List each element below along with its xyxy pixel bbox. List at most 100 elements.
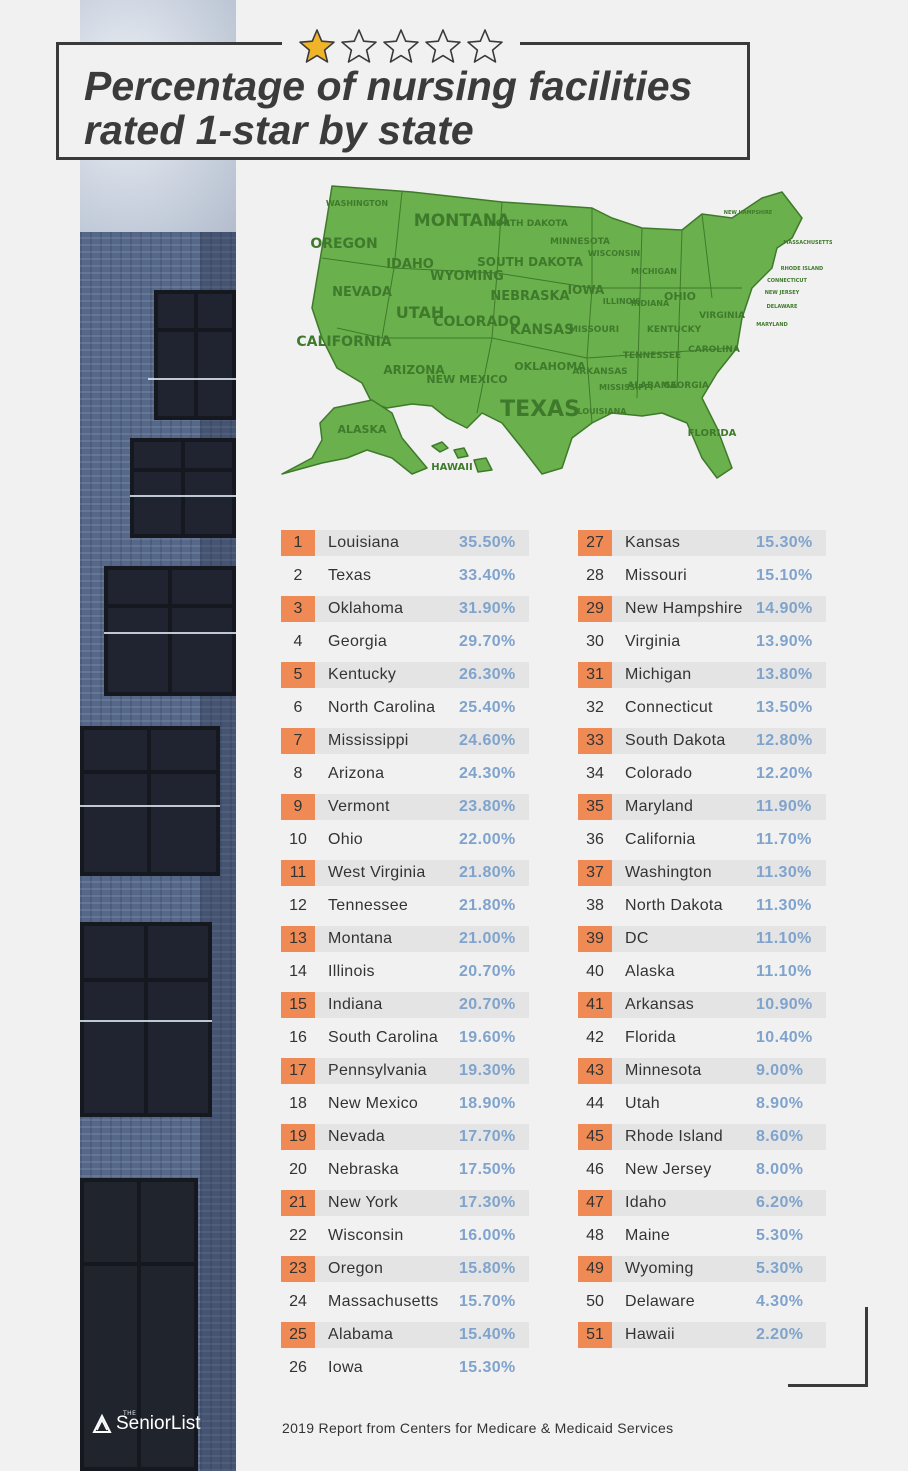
percentage-cell: 35.50% bbox=[459, 534, 516, 551]
map-state-label: INDIANA bbox=[631, 299, 670, 308]
state-cell: Mississippi bbox=[328, 732, 409, 749]
star-rating bbox=[282, 26, 520, 66]
percentage-cell: 5.30% bbox=[756, 1260, 804, 1277]
rank-cell: 30 bbox=[586, 633, 604, 650]
rank-cell: 48 bbox=[586, 1227, 604, 1244]
state-cell: Minnesota bbox=[625, 1062, 702, 1079]
star-filled-icon bbox=[297, 27, 337, 65]
rank-cell: 24 bbox=[289, 1293, 307, 1310]
state-cell: Oklahoma bbox=[328, 600, 404, 617]
percentage-cell: 31.90% bbox=[459, 600, 516, 617]
percentage-cell: 15.40% bbox=[459, 1326, 516, 1343]
rank-cell: 5 bbox=[281, 662, 315, 688]
state-cell: Texas bbox=[328, 567, 372, 584]
table-row: 40 Alaska 11.10% bbox=[578, 959, 826, 985]
title-line-1: Percentage of nursing facilities bbox=[84, 63, 693, 109]
table-row: 43 Minnesota 9.00% bbox=[578, 1058, 826, 1084]
rank-cell: 49 bbox=[578, 1256, 612, 1282]
hawaii-shape bbox=[431, 441, 493, 473]
map-state-label: SOUTH DAKOTA bbox=[477, 255, 583, 269]
title-line-2: rated 1-star by state bbox=[84, 107, 474, 153]
percentage-cell: 13.50% bbox=[756, 699, 813, 716]
percentage-cell: 11.90% bbox=[756, 798, 812, 815]
map-state-label: NEW JERSEY bbox=[765, 290, 800, 296]
table-row: 45 Rhode Island 8.60% bbox=[578, 1124, 826, 1150]
rank-cell: 45 bbox=[578, 1124, 612, 1150]
percentage-cell: 8.00% bbox=[756, 1161, 804, 1178]
state-borders bbox=[321, 191, 742, 424]
rank-cell: 23 bbox=[281, 1256, 315, 1282]
state-cell: Montana bbox=[328, 930, 393, 947]
percentage-cell: 22.00% bbox=[459, 831, 516, 848]
table-row: 20 Nebraska 17.50% bbox=[281, 1157, 529, 1183]
map-state-label: ILLINOIS bbox=[603, 297, 642, 306]
rank-cell: 42 bbox=[586, 1029, 604, 1046]
table-row: 33 South Dakota 12.80% bbox=[578, 728, 826, 754]
table-row: 31 Michigan 13.80% bbox=[578, 662, 826, 688]
table-row: 24 Massachusetts 15.70% bbox=[281, 1289, 529, 1315]
map-state-label: MINNESOTA bbox=[550, 237, 610, 247]
table-row: 36 California 11.70% bbox=[578, 827, 826, 853]
state-cell: Alaska bbox=[625, 963, 675, 980]
map-state-label: MISSISSIPPI bbox=[599, 383, 653, 392]
map-state-label: MASSACHUSETTS bbox=[783, 240, 832, 246]
percentage-cell: 21.80% bbox=[459, 864, 516, 881]
state-cell: North Carolina bbox=[328, 699, 436, 716]
building-window bbox=[80, 922, 212, 1117]
rank-cell: 28 bbox=[586, 567, 604, 584]
rank-cell: 12 bbox=[289, 897, 307, 914]
rank-cell: 15 bbox=[281, 992, 315, 1018]
percentage-cell: 33.40% bbox=[459, 567, 516, 584]
map-state-label: TENNESSEE bbox=[623, 351, 681, 361]
map-state-label: IOWA bbox=[568, 283, 605, 297]
rank-cell: 26 bbox=[289, 1359, 307, 1376]
percentage-cell: 11.30% bbox=[756, 864, 812, 881]
state-cell: Washington bbox=[625, 864, 712, 881]
table-row: 48 Maine 5.30% bbox=[578, 1223, 826, 1249]
table-row: 9 Vermont 23.80% bbox=[281, 794, 529, 820]
percentage-cell: 11.70% bbox=[756, 831, 812, 848]
map-state-label: GEORGIA bbox=[663, 381, 709, 391]
table-row: 46 New Jersey 8.00% bbox=[578, 1157, 826, 1183]
rank-cell: 22 bbox=[289, 1227, 307, 1244]
page-title: Percentage of nursing facilities rated 1… bbox=[84, 64, 744, 152]
map-state-label: NEVADA bbox=[332, 285, 392, 300]
logo-prefix: THE bbox=[123, 1410, 137, 1417]
balcony-rail bbox=[104, 632, 236, 634]
rank-cell: 14 bbox=[289, 963, 307, 980]
percentage-cell: 24.30% bbox=[459, 765, 516, 782]
map-state-label: CONNECTICUT bbox=[767, 278, 807, 284]
map-state-label: MONTANA bbox=[414, 211, 511, 231]
percentage-cell: 8.90% bbox=[756, 1095, 804, 1112]
percentage-cell: 6.20% bbox=[756, 1194, 804, 1211]
balcony-rail bbox=[80, 805, 220, 807]
table-row: 50 Delaware 4.30% bbox=[578, 1289, 826, 1315]
rank-cell: 38 bbox=[586, 897, 604, 914]
percentage-cell: 19.30% bbox=[459, 1062, 516, 1079]
table-row: 41 Arkansas 10.90% bbox=[578, 992, 826, 1018]
percentage-cell: 9.00% bbox=[756, 1062, 804, 1079]
building-window bbox=[130, 438, 236, 538]
percentage-cell: 15.30% bbox=[459, 1359, 516, 1376]
rank-cell: 3 bbox=[281, 596, 315, 622]
map-state-label: MARYLAND bbox=[756, 322, 787, 328]
state-cell: Delaware bbox=[625, 1293, 695, 1310]
table-row: 32 Connecticut 13.50% bbox=[578, 695, 826, 721]
rank-cell: 46 bbox=[586, 1161, 604, 1178]
seniorlist-logo: THE SeniorList bbox=[92, 1410, 201, 1436]
percentage-cell: 8.60% bbox=[756, 1128, 804, 1145]
state-cell: Pennsylvania bbox=[328, 1062, 427, 1079]
map-state-label: OKLAHOMA bbox=[514, 360, 586, 373]
table-row: 3 Oklahoma 31.90% bbox=[281, 596, 529, 622]
state-cell: Tennessee bbox=[328, 897, 409, 914]
state-cell: Wisconsin bbox=[328, 1227, 404, 1244]
percentage-cell: 21.80% bbox=[459, 897, 516, 914]
map-state-label: ALABAMA bbox=[627, 381, 676, 391]
map-state-label: WYOMING bbox=[430, 269, 504, 284]
map-state-label: MICHIGAN bbox=[631, 267, 677, 276]
map-state-label: OREGON bbox=[310, 236, 377, 252]
percentage-cell: 29.70% bbox=[459, 633, 516, 650]
rank-cell: 51 bbox=[578, 1322, 612, 1348]
table-row: 7 Mississippi 24.60% bbox=[281, 728, 529, 754]
percentage-cell: 20.70% bbox=[459, 996, 516, 1013]
